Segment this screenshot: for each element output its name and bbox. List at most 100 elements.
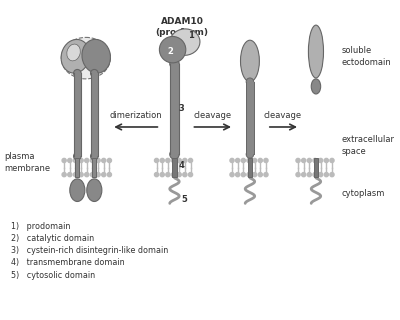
Text: 4: 4 bbox=[178, 161, 184, 170]
Circle shape bbox=[172, 158, 176, 163]
Circle shape bbox=[236, 172, 240, 177]
Ellipse shape bbox=[308, 25, 324, 78]
Ellipse shape bbox=[61, 39, 90, 73]
Circle shape bbox=[90, 172, 94, 177]
Circle shape bbox=[96, 172, 100, 177]
Circle shape bbox=[154, 158, 159, 163]
Circle shape bbox=[188, 172, 192, 177]
Text: 3: 3 bbox=[178, 104, 184, 113]
Circle shape bbox=[177, 172, 181, 177]
Circle shape bbox=[307, 158, 312, 163]
Text: ADAM10
(pro-form): ADAM10 (pro-form) bbox=[156, 17, 208, 37]
Circle shape bbox=[68, 158, 72, 163]
Circle shape bbox=[166, 158, 170, 163]
Circle shape bbox=[107, 172, 112, 177]
Text: 1)   prodomain: 1) prodomain bbox=[11, 221, 71, 230]
Circle shape bbox=[160, 172, 164, 177]
Ellipse shape bbox=[82, 39, 110, 73]
Circle shape bbox=[166, 172, 170, 177]
Circle shape bbox=[183, 172, 187, 177]
Ellipse shape bbox=[70, 179, 85, 202]
Circle shape bbox=[302, 158, 306, 163]
Text: cytoplasm: cytoplasm bbox=[342, 188, 385, 197]
Circle shape bbox=[177, 158, 181, 163]
Circle shape bbox=[102, 172, 106, 177]
Ellipse shape bbox=[170, 29, 200, 55]
Circle shape bbox=[296, 172, 300, 177]
Circle shape bbox=[62, 158, 66, 163]
Circle shape bbox=[318, 172, 323, 177]
Circle shape bbox=[302, 172, 306, 177]
Circle shape bbox=[102, 158, 106, 163]
Bar bbox=[75, 158, 80, 177]
Circle shape bbox=[62, 172, 66, 177]
Circle shape bbox=[324, 172, 328, 177]
Circle shape bbox=[90, 158, 94, 163]
Circle shape bbox=[296, 158, 300, 163]
Circle shape bbox=[313, 158, 317, 163]
Circle shape bbox=[172, 172, 176, 177]
Circle shape bbox=[79, 158, 83, 163]
Text: plasma
membrane: plasma membrane bbox=[5, 152, 51, 173]
Text: 1: 1 bbox=[188, 31, 194, 40]
Bar bbox=[172, 158, 177, 177]
Ellipse shape bbox=[240, 40, 259, 82]
Text: extracellular
space: extracellular space bbox=[342, 135, 394, 156]
Ellipse shape bbox=[159, 36, 186, 63]
Ellipse shape bbox=[246, 151, 254, 158]
Text: soluble
ectodomain: soluble ectodomain bbox=[342, 46, 391, 67]
Circle shape bbox=[160, 158, 164, 163]
Circle shape bbox=[324, 158, 328, 163]
Ellipse shape bbox=[90, 69, 98, 77]
Circle shape bbox=[313, 172, 317, 177]
Circle shape bbox=[107, 158, 112, 163]
Circle shape bbox=[73, 172, 78, 177]
Bar bbox=[92, 158, 96, 177]
Circle shape bbox=[241, 158, 246, 163]
Circle shape bbox=[236, 158, 240, 163]
Circle shape bbox=[188, 158, 192, 163]
Text: 2: 2 bbox=[168, 47, 174, 56]
Text: 5: 5 bbox=[181, 195, 187, 204]
Circle shape bbox=[247, 158, 251, 163]
Text: 5)   cytosolic domain: 5) cytosolic domain bbox=[11, 271, 96, 280]
Ellipse shape bbox=[170, 59, 179, 68]
Text: 4)   transmembrane domain: 4) transmembrane domain bbox=[11, 258, 125, 267]
Circle shape bbox=[154, 172, 159, 177]
Bar bbox=[170, 64, 179, 154]
Circle shape bbox=[258, 158, 262, 163]
Circle shape bbox=[330, 172, 334, 177]
Circle shape bbox=[264, 172, 268, 177]
Circle shape bbox=[73, 158, 78, 163]
Circle shape bbox=[258, 172, 262, 177]
Text: dimerization: dimerization bbox=[110, 111, 162, 120]
Circle shape bbox=[318, 158, 323, 163]
Circle shape bbox=[230, 158, 234, 163]
Circle shape bbox=[68, 172, 72, 177]
Text: 3)   cystein-rich disintegrin-like domain: 3) cystein-rich disintegrin-like domain bbox=[11, 246, 168, 255]
Ellipse shape bbox=[74, 69, 81, 77]
Circle shape bbox=[230, 172, 234, 177]
Circle shape bbox=[96, 158, 100, 163]
Circle shape bbox=[85, 172, 89, 177]
Ellipse shape bbox=[311, 79, 321, 94]
Circle shape bbox=[183, 158, 187, 163]
Circle shape bbox=[85, 158, 89, 163]
Circle shape bbox=[252, 158, 257, 163]
Text: cleavage: cleavage bbox=[264, 111, 302, 120]
Circle shape bbox=[79, 172, 83, 177]
Circle shape bbox=[241, 172, 246, 177]
Bar bbox=[314, 158, 318, 177]
Text: 2)   catalytic domain: 2) catalytic domain bbox=[11, 234, 94, 243]
Ellipse shape bbox=[67, 44, 80, 61]
Ellipse shape bbox=[87, 179, 102, 202]
Circle shape bbox=[247, 172, 251, 177]
Bar bbox=[90, 73, 98, 156]
Bar bbox=[246, 82, 254, 154]
Circle shape bbox=[264, 158, 268, 163]
Circle shape bbox=[307, 172, 312, 177]
Bar bbox=[248, 158, 252, 177]
Circle shape bbox=[252, 172, 257, 177]
Ellipse shape bbox=[74, 152, 81, 160]
Ellipse shape bbox=[246, 78, 254, 85]
